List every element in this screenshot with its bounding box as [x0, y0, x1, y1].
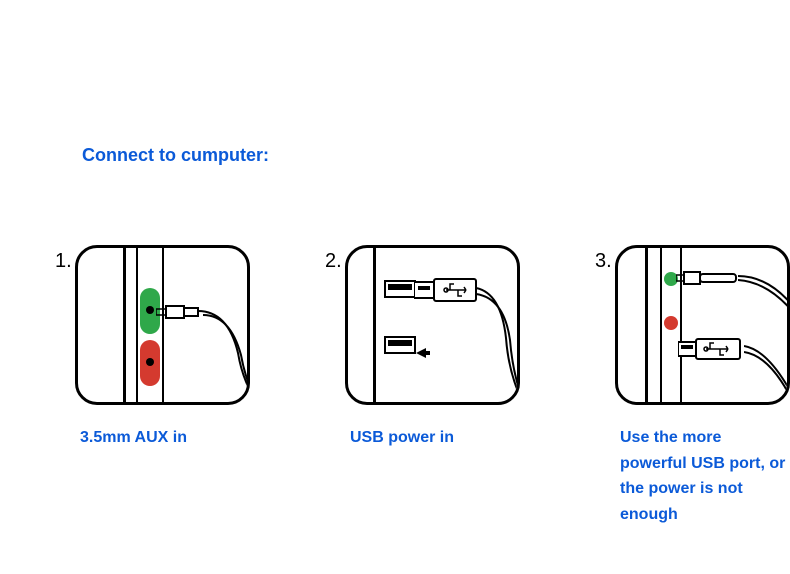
step-1: 1. 3.5mm AUX in [50, 245, 250, 527]
audio-jack-red-hole [146, 358, 154, 366]
step-number-3: 3. [595, 250, 612, 273]
cable-icon [476, 278, 520, 405]
step-1-illustration [75, 245, 250, 405]
cable-icon [198, 303, 250, 403]
step-3: 3. [590, 245, 790, 527]
usb-plug-icon [414, 276, 484, 308]
usb-insert-arrow-icon [416, 346, 430, 360]
step-3-illustration [615, 245, 790, 405]
audio-jack-green-hole [146, 306, 154, 314]
step-2-caption: USB power in [350, 425, 520, 451]
usb-port-1-inner [388, 284, 412, 290]
usb-port-2-inner [388, 340, 412, 346]
monitor-edge [78, 248, 126, 402]
steps-container: 1. 3.5mm AUX in 2. [50, 245, 790, 527]
page-title: Connect to cumputer: [82, 145, 269, 166]
usb-plug-icon [678, 336, 748, 366]
step-2-illustration [345, 245, 520, 405]
audio-jack-red [664, 316, 678, 330]
step-number-1: 1. [55, 250, 72, 273]
step-number-2: 2. [325, 250, 342, 273]
step-1-caption: 3.5mm AUX in [80, 425, 250, 451]
step-2: 2. USB power in [320, 245, 520, 527]
step-3-caption: Use the more powerful USB port, or the p… [620, 425, 790, 527]
aux-plug-icon [676, 268, 741, 290]
cable-icon-1 [738, 266, 790, 316]
monitor-edge [618, 248, 648, 402]
monitor-edge [348, 248, 376, 402]
cable-icon-2 [744, 338, 790, 405]
